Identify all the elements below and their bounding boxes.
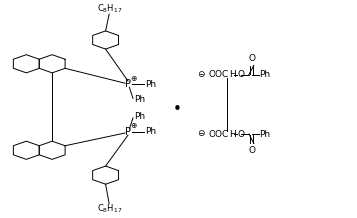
Text: H: H <box>229 70 236 79</box>
Text: Ph: Ph <box>260 129 271 139</box>
Text: Ph: Ph <box>260 70 271 79</box>
Text: OOC: OOC <box>208 129 228 139</box>
Text: $\ominus$: $\ominus$ <box>197 68 206 78</box>
Text: O: O <box>237 129 245 139</box>
Text: P: P <box>125 127 131 137</box>
Text: O: O <box>237 70 245 79</box>
Text: Ph: Ph <box>134 112 145 121</box>
Text: Ph: Ph <box>145 80 156 89</box>
Text: C$_8$H$_{17}$: C$_8$H$_{17}$ <box>96 203 122 215</box>
Text: $\ominus$: $\ominus$ <box>197 128 206 138</box>
Text: $\oplus$: $\oplus$ <box>130 121 137 130</box>
Text: OOC: OOC <box>208 70 228 79</box>
Text: Ph: Ph <box>145 127 156 136</box>
Text: P: P <box>125 79 131 89</box>
Text: H: H <box>229 129 236 139</box>
Text: O: O <box>248 54 255 63</box>
Text: •: • <box>172 102 181 117</box>
Text: C$_8$H$_{17}$: C$_8$H$_{17}$ <box>96 2 122 15</box>
Text: $\oplus$: $\oplus$ <box>130 74 137 83</box>
Text: Ph: Ph <box>134 95 145 104</box>
Text: O: O <box>248 146 255 155</box>
